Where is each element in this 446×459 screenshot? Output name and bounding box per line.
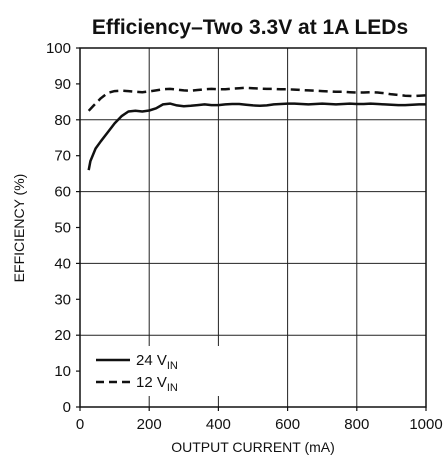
x-tick-labels: 0 200 400 600 800 1000: [76, 407, 443, 433]
x-tick-label-800: 800: [344, 416, 369, 433]
legend-label-12v: 12 VIN: [136, 374, 178, 394]
y-tick-label-40: 40: [54, 255, 71, 272]
y-axis-label: EFFICIENCY (%): [11, 174, 27, 283]
y-tick-label-80: 80: [54, 112, 71, 129]
legend-label-24v-sub: IN: [167, 360, 178, 372]
x-axis-label: OUTPUT CURRENT (mA): [171, 439, 335, 455]
plot-frame: [79, 47, 427, 408]
y-tick-label-30: 30: [54, 291, 71, 308]
legend: 24 VIN 12 VIN: [88, 346, 226, 396]
legend-label-12v-sub: IN: [167, 382, 178, 394]
y-tick-label-10: 10: [54, 363, 71, 380]
legend-label-12v-main: 12 V: [136, 374, 167, 391]
y-tick-label-70: 70: [54, 148, 71, 165]
y-tick-label-50: 50: [54, 220, 71, 237]
legend-background: [88, 346, 226, 396]
grid: [80, 48, 426, 407]
x-tick-label-0: 0: [76, 416, 84, 433]
y-tick-label-60: 60: [54, 184, 71, 201]
y-tick-label-0: 0: [63, 399, 71, 416]
x-tick-label-200: 200: [137, 416, 162, 433]
y-tick-label-100: 100: [46, 40, 71, 57]
x-tick-label-600: 600: [275, 416, 300, 433]
y-tick-label-20: 20: [54, 327, 71, 344]
x-tick-label-1000: 1000: [409, 416, 442, 433]
y-tick-label-90: 90: [54, 76, 71, 93]
legend-label-24v: 24 VIN: [136, 352, 178, 372]
legend-label-24v-main: 24 V: [136, 352, 167, 369]
x-tick-label-400: 400: [206, 416, 231, 433]
series-line-12v: [87, 86, 427, 112]
chart-title: Efficiency–Two 3.3V at 1A LEDs: [92, 16, 408, 39]
series-layer: [87, 86, 427, 171]
series-line-24v: [87, 102, 426, 171]
y-tick-labels: 0 10 20 30 40 50 60 70 80 90 100: [46, 40, 80, 416]
